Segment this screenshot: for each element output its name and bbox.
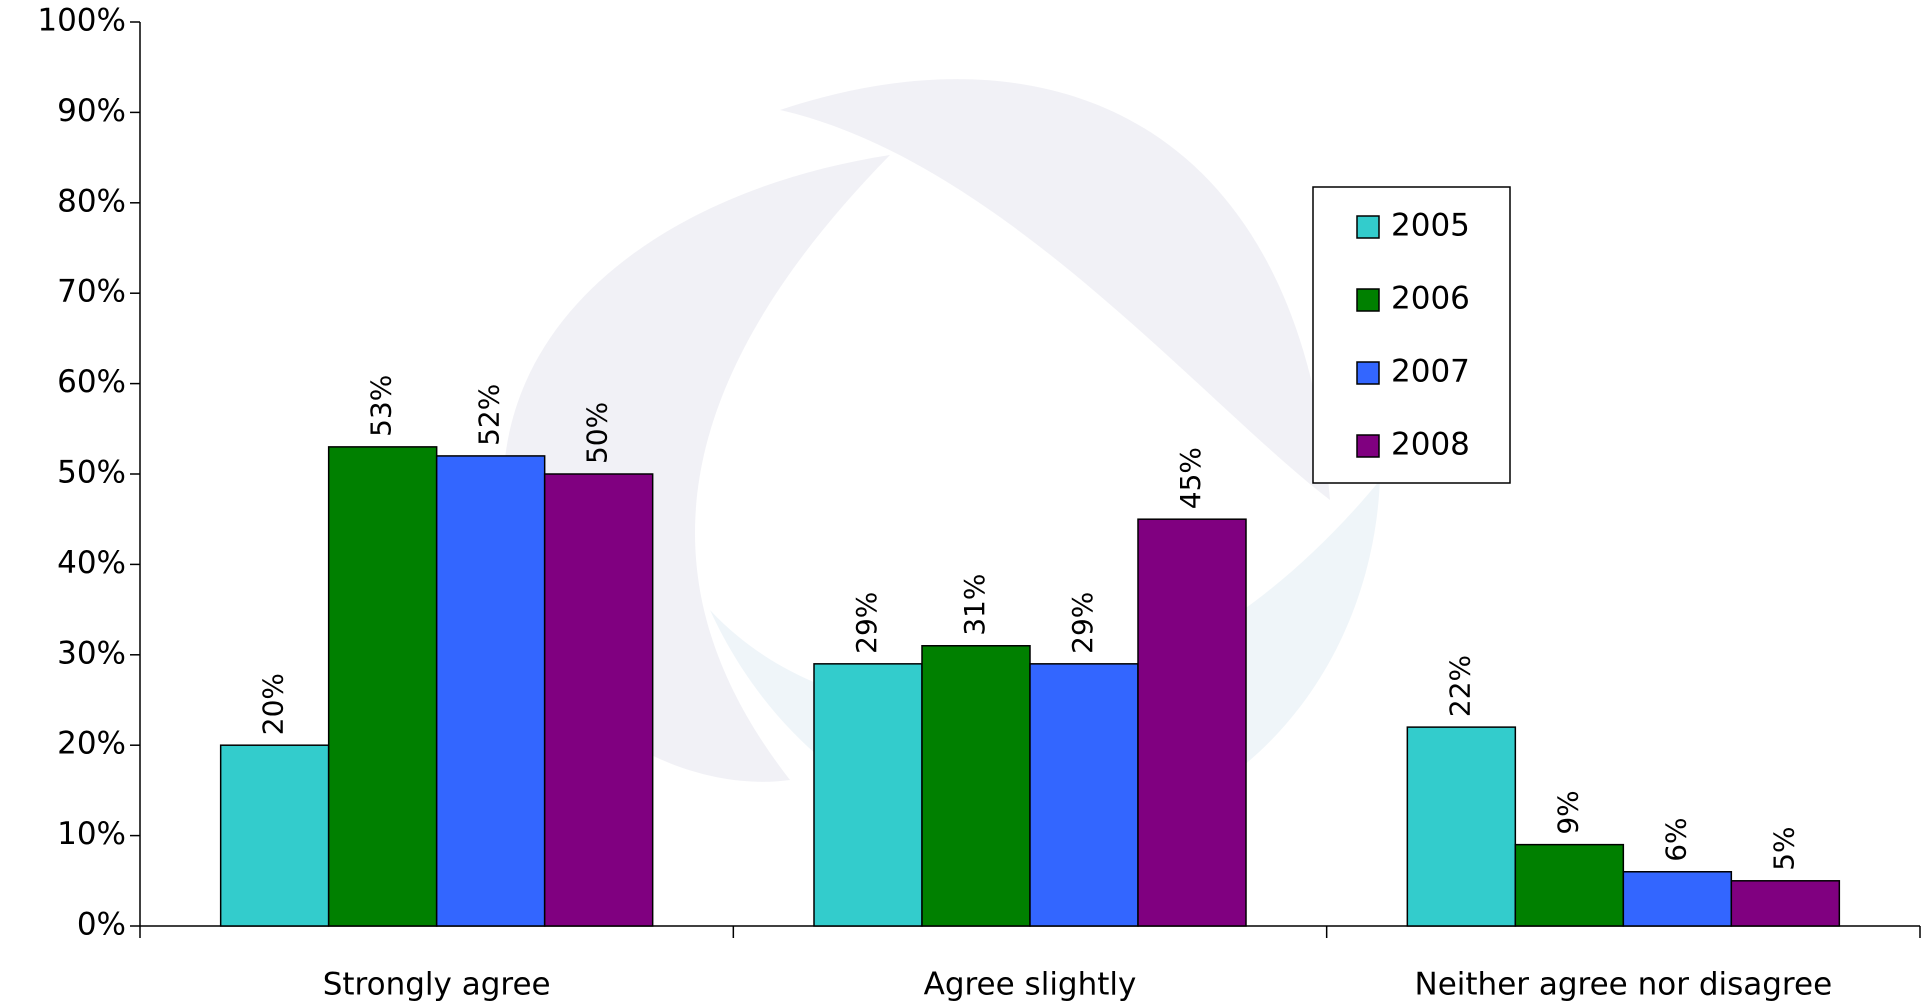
legend-label: 2006: [1391, 281, 1470, 317]
bar: [219, 744, 330, 927]
data-label: 45%: [1174, 447, 1207, 509]
x-tick-label: Strongly agree: [323, 967, 551, 1003]
x-tick-label: Agree slightly: [924, 967, 1137, 1003]
data-label: 29%: [850, 592, 883, 654]
y-tick-label: 70%: [57, 274, 126, 310]
bar: [813, 663, 923, 927]
legend-swatch: [1356, 361, 1380, 385]
y-tick-label: 90%: [57, 93, 126, 129]
bar: [327, 446, 438, 927]
legend-swatch: [1356, 215, 1380, 239]
bar: [435, 455, 546, 927]
data-label: 50%: [581, 402, 614, 464]
data-label: 9%: [1551, 790, 1584, 834]
legend-swatch: [1356, 434, 1380, 458]
y-tick-label: 40%: [57, 545, 126, 581]
y-tick-label: 20%: [57, 726, 126, 762]
y-tick-label: 60%: [57, 364, 126, 400]
bar: [1730, 880, 1841, 927]
legend-box: [1312, 186, 1511, 484]
y-tick-label: 50%: [57, 455, 126, 491]
legend-label: 2005: [1391, 208, 1470, 244]
data-label: 6%: [1659, 817, 1692, 861]
bar: [921, 645, 1031, 927]
legend-label: 2008: [1391, 427, 1470, 463]
legend-swatch: [1356, 288, 1380, 312]
x-tick-label: Neither agree nor disagree: [1415, 967, 1833, 1003]
data-label: 29%: [1066, 592, 1099, 654]
y-tick-label: 100%: [37, 3, 126, 39]
y-tick-label: 30%: [57, 635, 126, 671]
y-tick-label: 10%: [57, 816, 126, 852]
bar: [543, 473, 654, 927]
data-label: 20%: [257, 673, 290, 735]
bar: [1622, 871, 1733, 927]
data-label: 31%: [958, 574, 991, 636]
legend-label: 2007: [1391, 354, 1470, 390]
data-label: 53%: [365, 375, 398, 437]
bar: [1029, 663, 1139, 927]
bar: [1514, 843, 1625, 927]
y-tick-label: 80%: [57, 183, 126, 219]
y-tick-label: 0%: [77, 907, 126, 943]
bar: [1406, 726, 1517, 927]
bar: [1137, 518, 1247, 927]
data-label: 22%: [1443, 655, 1476, 717]
data-label: 5%: [1767, 826, 1800, 870]
data-label: 52%: [473, 384, 506, 446]
